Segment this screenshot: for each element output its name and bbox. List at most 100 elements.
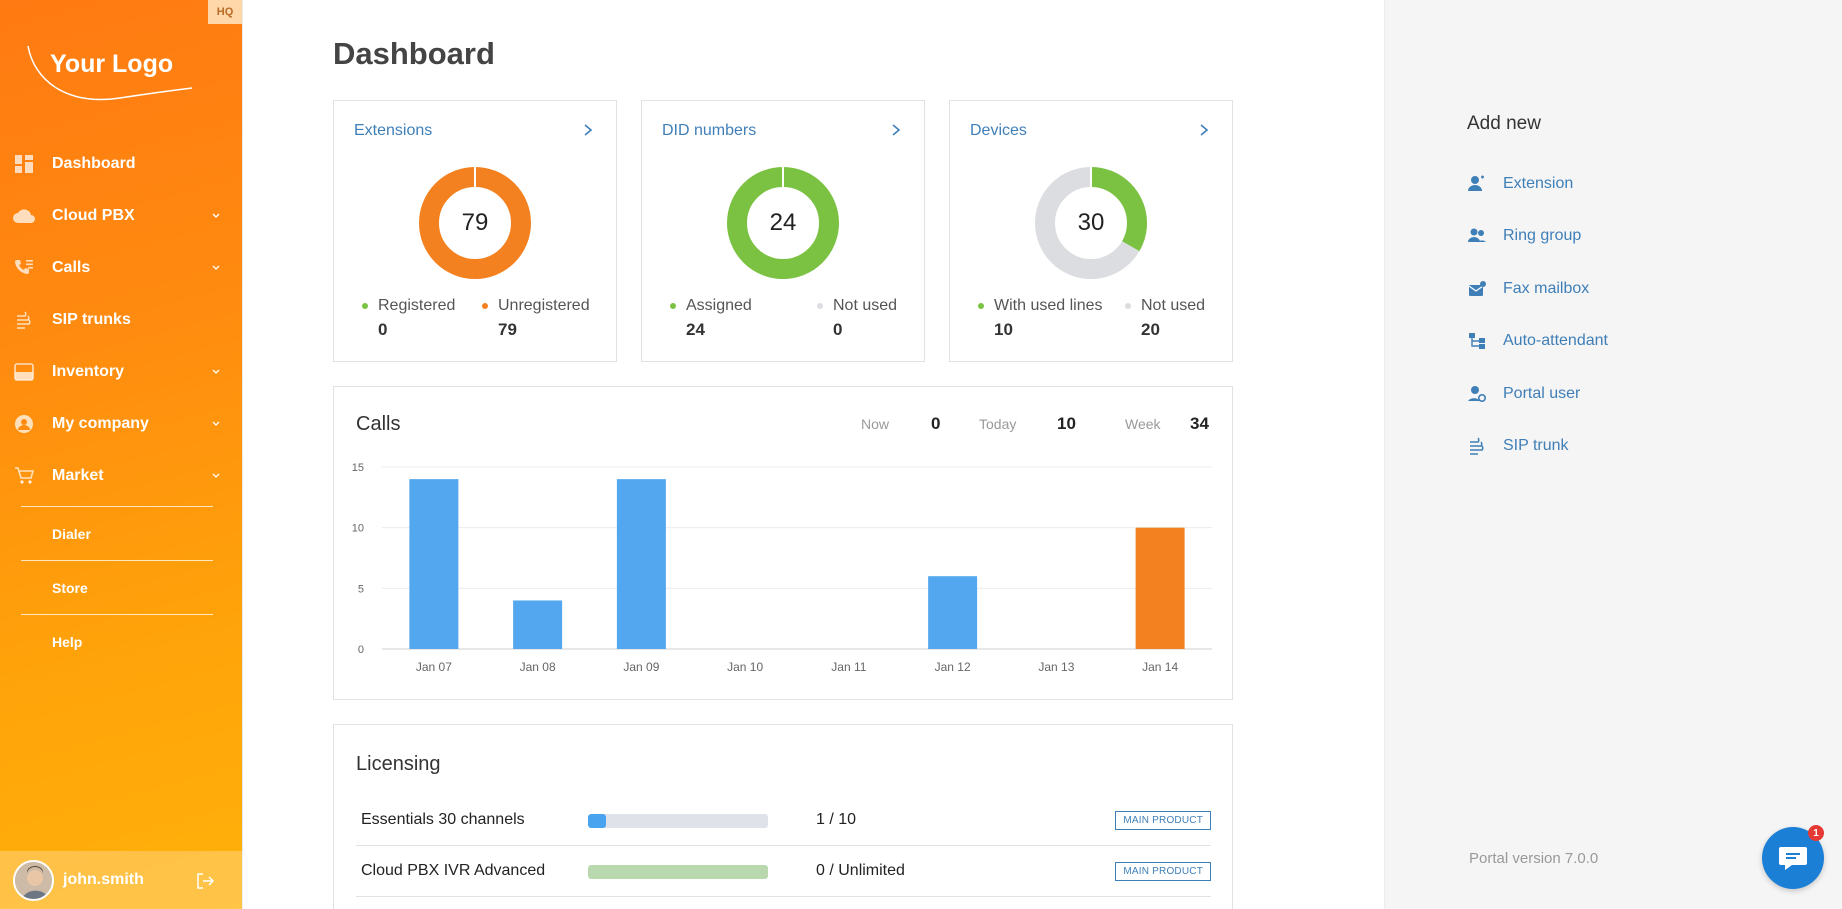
calls-bar-chart: 0 5 10 15 Jan 07 Jan 08 Jan 09 Jan 10 Jan 11 Jan …: [352, 462, 1212, 674]
x-tick-label: Jan 12: [935, 660, 971, 674]
card-title[interactable]: DID numbers: [662, 122, 757, 139]
add-auto-attendant-link[interactable]: Auto-attendant: [1467, 329, 1608, 353]
market-submenu: Dialer Store Help: [21, 506, 213, 668]
group-icon: [1467, 226, 1487, 246]
sidebar-item-label: SIP trunks: [52, 311, 131, 328]
sidebar-item-my-company[interactable]: My company: [0, 398, 243, 450]
license-row: Cloud PBX IVR Advanced 0 / Unlimited MAI…: [356, 846, 1211, 897]
sidebar-item-dashboard[interactable]: Dashboard: [0, 138, 243, 190]
submenu-item-help[interactable]: Help: [52, 633, 83, 650]
license-name: Essentials 30 channels: [361, 811, 525, 828]
legend-with-used-lines: With used lines 10: [978, 297, 1103, 340]
license-count: 0 / Unlimited: [816, 862, 905, 879]
username[interactable]: john.smith: [63, 871, 144, 888]
legend-not-used: Not used 0: [817, 297, 897, 340]
add-new-panel: Add new Extension Ring group Fax mailbox…: [1384, 0, 1842, 909]
calls-title: Calls: [356, 413, 401, 435]
avatar[interactable]: [13, 859, 54, 901]
devices-donut: [1035, 167, 1147, 279]
submenu-item-store[interactable]: Store: [52, 579, 88, 596]
page-title: Dashboard: [333, 36, 495, 71]
divider: [21, 614, 213, 615]
add-item-label: Ring group: [1503, 227, 1582, 244]
sidebar-item-label: Dashboard: [52, 155, 136, 172]
sip-trunk-icon: [13, 309, 35, 331]
add-item-label: Auto-attendant: [1503, 332, 1608, 349]
add-ring-group-link[interactable]: Ring group: [1467, 224, 1581, 248]
kpi-now-value: 0: [931, 414, 941, 433]
sidebar-item-sip-trunks[interactable]: SIP trunks: [0, 294, 243, 346]
license-progress-fill: [588, 865, 768, 879]
logout-icon[interactable]: [195, 871, 215, 891]
divider: [21, 506, 213, 507]
main-content: Dashboard Extensions 79 Registered 0 Unr…: [244, 0, 1384, 909]
x-tick-label: Jan 09: [623, 660, 659, 674]
company-icon: [13, 413, 35, 435]
legend-dot: [978, 303, 984, 309]
sidebar-item-market[interactable]: Market: [0, 450, 243, 502]
license-count: 1 / 10: [816, 811, 857, 828]
logo-swoosh: [27, 45, 193, 101]
legend-dot: [482, 303, 488, 309]
did-numbers-card[interactable]: DID numbers 24 Assigned 24 Not used 0: [641, 100, 925, 362]
bar-jan-14[interactable]: [1135, 527, 1185, 649]
user-add-icon: [1467, 174, 1487, 194]
x-tick-label: Jan 08: [520, 660, 556, 674]
extensions-card[interactable]: Extensions 79 Registered 0 Unregistered …: [333, 100, 617, 362]
main-product-badge: MAIN PRODUCT: [1115, 811, 1211, 830]
donut-total: 79: [461, 209, 489, 236]
donut-total: 24: [769, 209, 797, 236]
devices-card[interactable]: Devices 30 With used lines 10 Not used 2…: [949, 100, 1233, 362]
add-item-label: Extension: [1503, 175, 1574, 192]
license-row: Essentials 30 channels 1 / 10 MAIN PRODU…: [356, 795, 1211, 846]
logo[interactable]: Your Logo: [26, 40, 196, 106]
license-progress-bar: [588, 814, 768, 828]
chat-bubble-icon: [1779, 847, 1807, 870]
cart-icon: [13, 465, 35, 487]
sidebar-item-cloud-pbx[interactable]: Cloud PBX: [0, 190, 243, 242]
bar-jan-12[interactable]: [928, 576, 978, 649]
legend-assigned: Assigned 24: [670, 297, 752, 340]
inventory-icon: [13, 361, 35, 383]
chevron-down-icon: [212, 213, 220, 218]
bar-jan-08[interactable]: [513, 600, 563, 649]
portal-version: Portal version 7.0.0: [1469, 850, 1599, 867]
kpi-today-value: 10: [1057, 414, 1076, 433]
divider: [21, 560, 213, 561]
kpi-today-label: Today: [979, 416, 1017, 432]
legend-value: 79: [498, 320, 517, 339]
legend-value: 0: [378, 320, 388, 339]
chat-button[interactable]: [1762, 827, 1824, 889]
legend-value: 24: [686, 320, 705, 339]
card-title[interactable]: Extensions: [354, 122, 433, 139]
dashboard-icon: [13, 153, 35, 175]
add-extension-link[interactable]: Extension: [1467, 172, 1573, 196]
sidebar-item-inventory[interactable]: Inventory: [0, 346, 243, 398]
add-sip-trunk-link[interactable]: SIP trunk: [1467, 434, 1569, 458]
submenu-item-dialer[interactable]: Dialer: [52, 525, 91, 542]
extensions-donut: [419, 167, 531, 279]
sidebar-item-calls[interactable]: Calls: [0, 242, 243, 294]
add-fax-mailbox-link[interactable]: Fax mailbox: [1467, 277, 1589, 301]
sidebar-item-label: My company: [52, 415, 149, 432]
legend-unregistered: Unregistered 79: [482, 297, 590, 340]
sidebar-item-label: Cloud PBX: [52, 207, 135, 224]
sidebar-item-label: Market: [52, 467, 104, 484]
legend-value: 0: [833, 320, 843, 339]
logo-text: Your Logo: [50, 50, 174, 78]
card-title[interactable]: Devices: [970, 122, 1027, 139]
chevron-right-icon[interactable]: [890, 123, 902, 137]
hq-badge[interactable]: HQ: [208, 0, 242, 24]
chevron-right-icon[interactable]: [1198, 123, 1210, 137]
add-portal-user-link[interactable]: Portal user: [1467, 382, 1580, 406]
legend-label: Registered: [378, 297, 456, 314]
x-tick-label: Jan 11: [831, 660, 866, 674]
bar-jan-09[interactable]: [616, 479, 666, 649]
license-progress-fill: [588, 814, 606, 828]
add-item-label: SIP trunk: [1503, 437, 1569, 454]
chevron-right-icon[interactable]: [582, 123, 594, 137]
bar-jan-07[interactable]: [409, 479, 459, 649]
main-nav: Dashboard Cloud PBX Calls SIP: [0, 138, 243, 502]
y-tick-label: 10: [352, 523, 364, 535]
licensing-title: Licensing: [356, 753, 441, 775]
